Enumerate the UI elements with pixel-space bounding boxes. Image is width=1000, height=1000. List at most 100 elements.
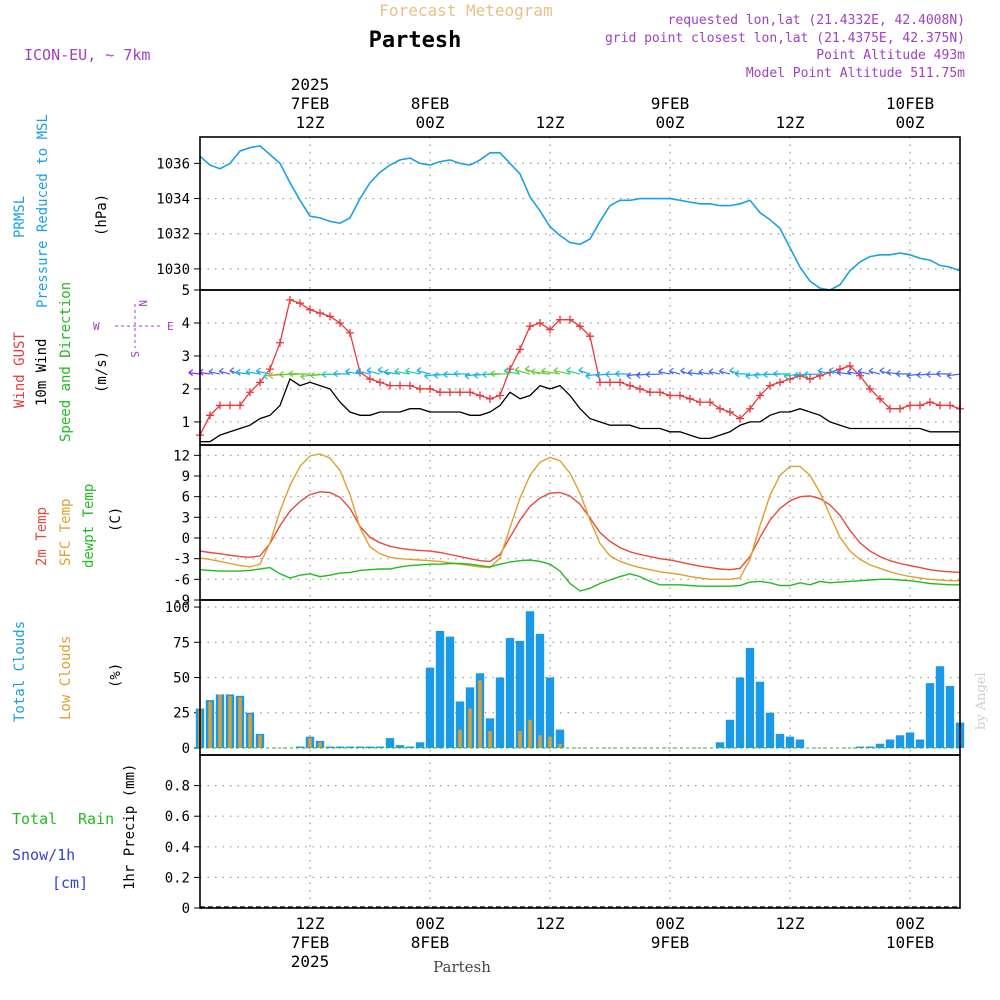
gust-marker xyxy=(836,365,844,374)
gust-marker xyxy=(376,378,384,387)
y-tick-label: 0 xyxy=(182,741,190,757)
gust-marker xyxy=(916,401,924,410)
y-tick-label: 3 xyxy=(182,349,190,365)
gust-marker xyxy=(296,299,304,308)
gust-line xyxy=(199,299,961,436)
wind-arrow-head xyxy=(626,372,632,380)
gust-marker xyxy=(736,414,744,423)
time-axis-label: 00Z xyxy=(416,113,445,132)
gust-marker xyxy=(576,322,584,331)
time-axis-label: 10FEB xyxy=(886,94,934,113)
gust-marker xyxy=(206,411,214,420)
low-cloud-bar xyxy=(538,735,542,748)
gust-marker xyxy=(396,381,404,390)
total-cloud-bar xyxy=(395,745,405,748)
gust-marker xyxy=(346,328,354,337)
total-cloud-bar xyxy=(885,739,895,748)
compass-n: N xyxy=(136,300,149,307)
wind-arrow-head xyxy=(530,368,536,376)
chart-supertitle: Forecast Meteogram xyxy=(379,1,552,20)
precip-cm-label: [cm] xyxy=(52,874,88,892)
wind-direction-arrow xyxy=(688,372,701,375)
y-tick-label: 4 xyxy=(182,316,190,332)
time-axis-label: 10FEB xyxy=(886,933,934,952)
gust-marker xyxy=(556,315,564,324)
gust-marker xyxy=(696,398,704,407)
precip-total-label: Total xyxy=(12,810,57,828)
y-tick-label: 75 xyxy=(173,635,190,651)
wind-direction-arrow xyxy=(868,370,881,375)
meteogram-panels: 103010321034103612345-9-6-30369120255075… xyxy=(156,136,965,917)
total-cloud-bar xyxy=(515,640,525,748)
gust-marker xyxy=(616,378,624,387)
wind-arrow-head xyxy=(635,371,641,379)
wind-arrow-head xyxy=(745,372,751,380)
gust-marker xyxy=(876,394,884,403)
wind-arrow-head xyxy=(857,368,863,375)
compass-s: S xyxy=(128,351,141,358)
gust-marker xyxy=(246,388,254,397)
gust-marker xyxy=(226,401,234,410)
gust-marker xyxy=(256,378,264,387)
total-cloud-bar xyxy=(545,677,555,748)
total-cloud-bar xyxy=(405,746,415,748)
low-cloud-bar xyxy=(558,743,562,748)
wind-arrow-head xyxy=(847,368,852,376)
footer-station: Partesh xyxy=(433,958,491,976)
wind-arrow-head xyxy=(698,368,704,376)
gust-marker xyxy=(456,388,464,397)
y-tick-label: 1030 xyxy=(156,262,190,278)
wind-arrow-head xyxy=(279,371,284,379)
gust-marker xyxy=(806,375,814,384)
total-cloud-bar xyxy=(445,636,455,748)
wind-arrow-head xyxy=(229,367,235,375)
wind-arrow-head xyxy=(615,370,620,378)
model-label: ICON-EU, ~ 7km xyxy=(24,46,150,64)
wind-direction-arrow xyxy=(219,370,231,375)
pressure-frame xyxy=(199,136,961,291)
wind-arrow-head xyxy=(734,370,740,378)
wind-direction-arrow xyxy=(553,369,571,375)
wind-direction-arrow xyxy=(464,373,481,377)
station-title: Partesh xyxy=(369,28,462,53)
gust-marker xyxy=(236,401,244,410)
wind-arrow-head xyxy=(605,370,610,378)
temp-unit: (C) xyxy=(108,507,124,532)
total-cloud-bar xyxy=(725,719,735,748)
wind-arrow-head xyxy=(817,367,823,375)
wind-arrow-head xyxy=(236,368,241,376)
gust-marker xyxy=(416,384,424,393)
gust-marker xyxy=(476,391,484,400)
gust-marker xyxy=(386,381,394,390)
gust-marker xyxy=(716,404,724,413)
temp-frame xyxy=(199,444,961,601)
gust-marker xyxy=(566,315,574,324)
y-tick-label: 0 xyxy=(182,531,190,547)
wind-arrow-head xyxy=(793,371,799,379)
wind-arrow-head xyxy=(836,368,842,376)
gust-marker xyxy=(936,401,944,410)
wind-arrow-head xyxy=(405,367,410,375)
total-cloud-bar xyxy=(745,647,755,748)
wind-arrow-head xyxy=(541,367,546,375)
precip-unit: 1hr Precip (mm) xyxy=(122,764,138,890)
compass-rose: N E S W xyxy=(93,300,174,358)
total-cloud-bar xyxy=(535,633,545,748)
time-axis-label: 00Z xyxy=(656,914,685,933)
y-tick-label: 0 xyxy=(182,901,190,917)
gust-marker xyxy=(366,375,374,384)
wind-direction-arrow xyxy=(818,370,831,375)
y-tick-label: 100 xyxy=(165,600,190,616)
total-cloud-bar xyxy=(915,739,925,748)
gust-marker xyxy=(536,318,544,327)
wind-direction-arrow xyxy=(289,372,311,375)
wind-arrow-head xyxy=(256,367,261,375)
gust-marker xyxy=(656,388,664,397)
gust-marker xyxy=(846,361,854,370)
precip-panel: 0 0.2 0.4 0.6 0.8 xyxy=(165,755,960,917)
low-cloud-bar xyxy=(318,742,322,748)
wind-direction-arrow xyxy=(208,371,221,375)
gust-marker xyxy=(426,384,434,393)
wind-arrow-head xyxy=(356,367,361,375)
